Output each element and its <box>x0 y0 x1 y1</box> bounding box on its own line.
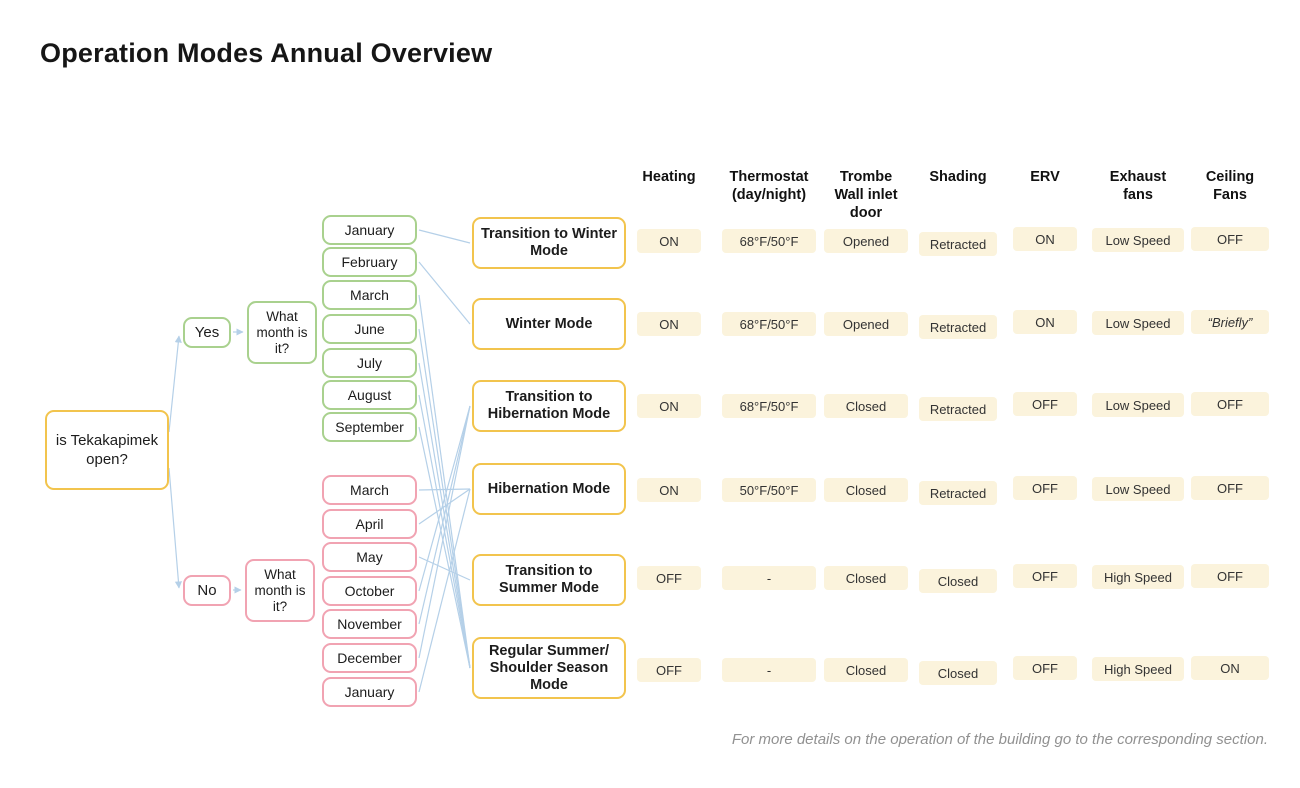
table-cell: Closed <box>919 569 997 593</box>
connector-no-april-to-hibernation <box>418 488 471 525</box>
month-box-closed-january: January <box>322 677 417 707</box>
month-box-open-february: February <box>322 247 417 277</box>
table-cell: OFF <box>637 566 701 590</box>
table-cell: Retracted <box>919 315 997 339</box>
column-header-ceiling: Ceiling Fans <box>1205 169 1255 203</box>
connector-no-december-to-transition-hibernation <box>418 405 471 659</box>
month-box-open-august: August <box>322 380 417 410</box>
table-cell: 68°F/50°F <box>722 394 816 418</box>
month-box-closed-april: April <box>322 509 417 539</box>
mode-box-transition-winter: Transition to Winter Mode <box>472 217 626 269</box>
table-cell: OFF <box>1191 476 1269 500</box>
no-month-question-box: What month is it? <box>245 559 315 622</box>
table-cell: Low Speed <box>1092 477 1184 501</box>
table-cell: 50°F/50°F <box>722 478 816 502</box>
connector-no-january-to-hibernation <box>418 488 471 693</box>
column-header-shading: Shading <box>929 169 987 185</box>
table-cell: Retracted <box>919 397 997 421</box>
mode-box-regular-summer: Regular Summer/ Shoulder Season Mode <box>472 637 626 699</box>
root-question-box: is Tekakapimek open? <box>45 410 169 490</box>
table-cell: Low Speed <box>1092 393 1184 417</box>
connector-yes-march-to-regular-summer <box>418 294 471 669</box>
month-box-open-july: July <box>322 348 417 378</box>
mode-box-hibernation: Hibernation Mode <box>472 463 626 515</box>
connector-no-october-to-transition-hibernation <box>418 405 471 592</box>
table-cell: Opened <box>824 229 908 253</box>
mode-box-transition-summer: Transition to Summer Mode <box>472 554 626 606</box>
table-cell: Retracted <box>919 481 997 505</box>
table-cell: OFF <box>1013 656 1077 680</box>
root-to-yes-line <box>168 335 182 433</box>
table-cell: Low Speed <box>1092 228 1184 252</box>
column-header-exhaust: Exhaust fans <box>1109 169 1167 203</box>
month-box-open-march: March <box>322 280 417 310</box>
table-cell: ON <box>637 312 701 336</box>
table-cell: Closed <box>824 566 908 590</box>
table-cell: 68°F/50°F <box>722 312 816 336</box>
month-box-open-june: June <box>322 314 417 344</box>
connector-no-may-to-transition-summer <box>418 556 471 581</box>
table-cell: OFF <box>1191 227 1269 251</box>
table-cell: OFF <box>1013 564 1077 588</box>
connector-no-march-to-hibernation <box>418 488 471 491</box>
table-cell: OFF <box>1013 392 1077 416</box>
table-cell: Retracted <box>919 232 997 256</box>
table-cell: Low Speed <box>1092 311 1184 335</box>
connector-yes-september-to-regular-summer <box>418 426 471 669</box>
table-cell: ON <box>637 229 701 253</box>
column-header-erv: ERV <box>1030 169 1060 185</box>
table-cell: OFF <box>1191 564 1269 588</box>
table-cell: ON <box>637 478 701 502</box>
table-cell: 68°F/50°F <box>722 229 816 253</box>
root-to-no-line <box>168 467 183 589</box>
table-cell: OFF <box>1013 476 1077 500</box>
table-cell: OFF <box>1191 392 1269 416</box>
table-cell: ON <box>1013 310 1077 334</box>
month-box-closed-october: October <box>322 576 417 606</box>
yes-month-question-box: What month is it? <box>247 301 317 364</box>
no-box: No <box>183 575 231 606</box>
month-box-closed-december: December <box>322 643 417 673</box>
table-cell: High Speed <box>1092 565 1184 589</box>
month-box-closed-may: May <box>322 542 417 572</box>
table-cell: ON <box>637 394 701 418</box>
month-box-open-september: September <box>322 412 417 442</box>
table-cell: Opened <box>824 312 908 336</box>
month-box-closed-march: March <box>322 475 417 505</box>
column-header-trombe: Trombe Wall inlet door <box>834 169 898 221</box>
table-cell: - <box>722 658 816 682</box>
page-title: Operation Modes Annual Overview <box>40 38 493 68</box>
column-header-heating: Heating <box>642 169 696 185</box>
connector-yes-february-to-winter <box>418 261 471 325</box>
footer-note: For more details on the operation of the… <box>731 731 1268 748</box>
table-cell: Closed <box>824 478 908 502</box>
table-cell: Closed <box>824 394 908 418</box>
yes-box: Yes <box>183 317 231 348</box>
table-cell: ON <box>1013 227 1077 251</box>
table-cell: - <box>722 566 816 590</box>
table-cell: ON <box>1191 656 1269 680</box>
table-cell: Closed <box>824 658 908 682</box>
table-cell: High Speed <box>1092 657 1184 681</box>
table-cell: Closed <box>919 661 997 685</box>
connector-no-november-to-transition-hibernation <box>418 405 471 625</box>
month-box-closed-november: November <box>322 609 417 639</box>
connector-yes-january-to-transition-winter <box>418 229 471 244</box>
month-box-open-january: January <box>322 215 417 245</box>
table-cell: “Briefly” <box>1191 310 1269 334</box>
mode-box-winter: Winter Mode <box>472 298 626 350</box>
mode-box-transition-hibernation: Transition to Hibernation Mode <box>472 380 626 432</box>
table-cell: OFF <box>637 658 701 682</box>
column-header-thermostat: Thermostat (day/night) <box>729 169 809 203</box>
